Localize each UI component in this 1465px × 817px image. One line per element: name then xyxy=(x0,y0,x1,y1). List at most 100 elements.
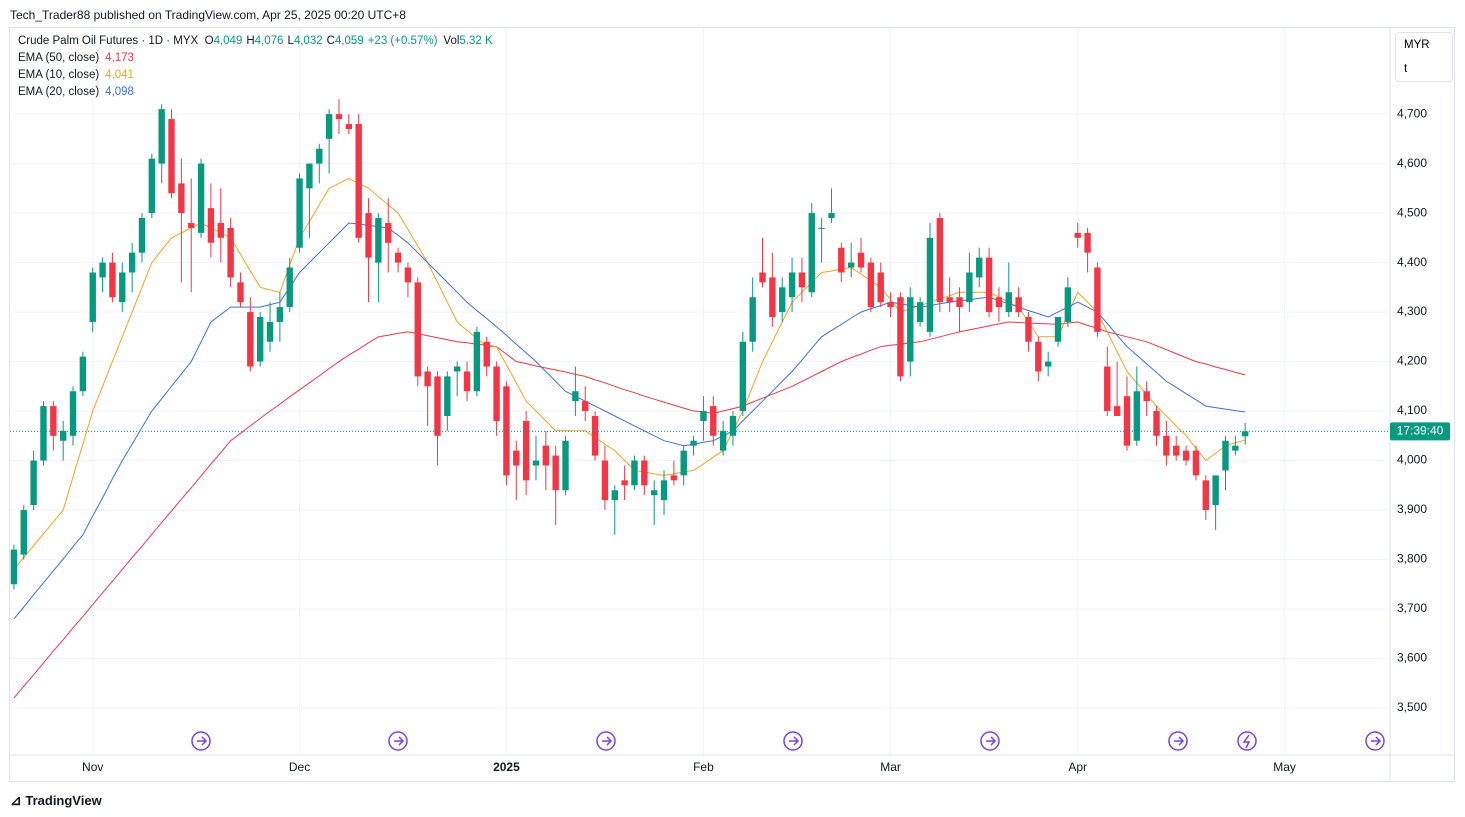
candle-body xyxy=(256,317,264,362)
candle-body xyxy=(1192,450,1200,476)
y-tick-label: 4,000 xyxy=(1397,453,1427,467)
candle-body xyxy=(641,460,648,486)
event-icon xyxy=(980,731,1000,751)
vol-value: 5.32 K xyxy=(459,35,493,47)
candle-body xyxy=(296,178,303,248)
candle-body xyxy=(59,430,67,441)
candle-body xyxy=(335,114,343,120)
ohlc-value: 4,076 xyxy=(254,35,284,47)
event-icons xyxy=(191,731,1385,751)
ohlc-key: H xyxy=(246,35,255,47)
ohlc-key: C xyxy=(326,35,335,47)
candle-body xyxy=(542,445,550,466)
ema-value: 4,041 xyxy=(105,69,134,81)
candle-body xyxy=(119,272,126,303)
ohlc-key: L xyxy=(287,35,294,47)
candle-body xyxy=(562,440,569,491)
candle-body xyxy=(591,415,599,456)
ema-name: EMA (20, close) xyxy=(18,86,100,98)
candle-body xyxy=(394,252,402,263)
candle-body xyxy=(1113,406,1121,416)
candle-body xyxy=(926,237,934,332)
candle-body xyxy=(1212,475,1219,506)
event-icon xyxy=(1168,731,1188,751)
grid: 3,500 3,600 3,700 3,800 3,900 4,000 4,100 4,200… xyxy=(10,28,1427,774)
candle-body xyxy=(966,272,973,303)
candle-body xyxy=(365,213,372,258)
candle-body xyxy=(453,366,461,372)
candle-body xyxy=(650,490,658,496)
candle-body xyxy=(572,391,579,402)
candle-body xyxy=(1054,317,1062,342)
candle-body xyxy=(907,297,914,362)
candle-body xyxy=(936,218,944,303)
ema-legend-row: EMA (50, close) 4,173 xyxy=(18,52,134,64)
candle-body xyxy=(1104,366,1111,412)
event-icon xyxy=(388,731,408,751)
candle-body xyxy=(877,272,884,303)
event-icon xyxy=(783,731,803,751)
candle-body xyxy=(276,307,284,322)
candle-body xyxy=(729,415,737,436)
candle-body xyxy=(1133,391,1141,441)
candle-body xyxy=(345,124,353,129)
candle-body xyxy=(631,460,638,486)
x-tick-label: Apr xyxy=(1068,760,1087,774)
candle-body xyxy=(1005,292,1012,313)
candle-body xyxy=(739,341,747,412)
candle-body xyxy=(985,257,993,313)
candle-body xyxy=(128,252,136,273)
ema-line xyxy=(13,177,1246,570)
y-tick-label: 4,700 xyxy=(1397,106,1427,120)
chart-frame xyxy=(9,27,1455,782)
candle-body xyxy=(1222,440,1229,471)
candle-body xyxy=(670,475,678,481)
candle-body xyxy=(414,282,421,377)
candle-body xyxy=(749,297,756,342)
candle-body xyxy=(1094,267,1101,332)
candle-body xyxy=(1153,411,1160,436)
candle-body xyxy=(168,119,175,194)
candle-body xyxy=(976,257,983,278)
candle-body xyxy=(237,282,244,303)
logo-icon: ⊿ xyxy=(10,792,22,808)
candle-body xyxy=(788,272,796,298)
x-tick-label: Mar xyxy=(880,760,901,774)
candle-body xyxy=(690,440,697,446)
candle-body xyxy=(1182,450,1190,461)
candle-body xyxy=(513,450,520,466)
candle-body xyxy=(808,213,815,293)
candle-body xyxy=(138,218,146,253)
candle-body xyxy=(867,262,875,308)
ema-name: EMA (50, close) xyxy=(18,52,100,64)
x-tick-label: Nov xyxy=(82,760,103,774)
ema-name: EMA (10, close) xyxy=(18,69,100,81)
candle-body xyxy=(207,208,215,243)
candle-body xyxy=(1035,341,1042,372)
candle-body xyxy=(79,356,87,392)
countdown-tag xyxy=(1390,422,1450,441)
candle-body xyxy=(1163,435,1170,456)
countdown-label: 17:39:40 xyxy=(1397,424,1444,438)
candle-body xyxy=(779,287,786,313)
candle-body xyxy=(1074,232,1081,238)
candle-body xyxy=(385,222,392,243)
ema-line xyxy=(13,321,1246,699)
candle-body xyxy=(759,272,766,283)
unit: t xyxy=(1404,63,1408,75)
candle-body xyxy=(1084,232,1091,253)
symbol-legend: Crude Palm Oil Futures · 1D · MYX O4,049… xyxy=(18,35,493,47)
candle-body xyxy=(197,163,205,233)
candle-body xyxy=(188,222,195,228)
y-tick-label: 4,500 xyxy=(1397,205,1427,219)
ema-line xyxy=(13,222,1246,620)
x-tick-label: May xyxy=(1273,760,1296,774)
ohlc-key: O xyxy=(204,35,214,47)
candle-body xyxy=(40,406,47,461)
currency-box[interactable]: MYR t xyxy=(1395,32,1453,82)
candle-body xyxy=(1143,391,1150,402)
candle-body xyxy=(493,366,500,421)
event-icon xyxy=(1237,731,1257,751)
y-tick-label: 3,800 xyxy=(1397,552,1427,566)
